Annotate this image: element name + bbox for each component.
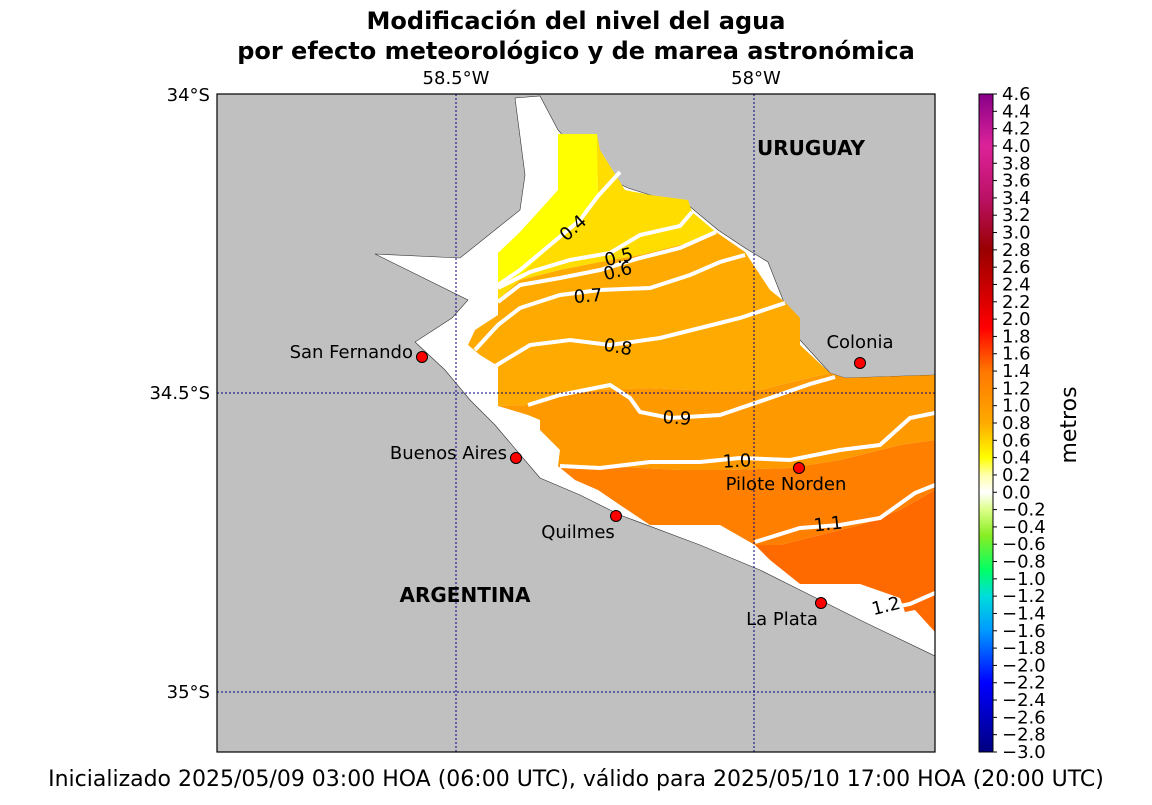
- colorbar-tick-label: 2.8: [1002, 240, 1031, 261]
- colorbar-tick-label: −1.4: [1002, 603, 1046, 624]
- colorbar-tick-label: 3.0: [1002, 223, 1031, 244]
- contour-0.9: [527, 375, 836, 421]
- colorbar-tick-label: 0.6: [1002, 430, 1031, 451]
- colorbar-label: metros: [1057, 386, 1082, 463]
- contour-0.5: [497, 210, 694, 290]
- colorbar-tick-label: 1.6: [1002, 344, 1031, 365]
- contour-label-1.0: 1.0: [722, 450, 752, 472]
- colorbar-tick-label: 3.2: [1002, 205, 1031, 226]
- graticule: [217, 94, 935, 752]
- colorbar-tick-label: −1.6: [1002, 621, 1046, 642]
- footer-validity: Inicializado 2025/05/09 03:00 HOA (06:00…: [48, 767, 1104, 792]
- band-orange-light: [468, 232, 830, 406]
- colorbar-tick-label: 0.2: [1002, 465, 1031, 486]
- colorbar-tick-label: 2.6: [1002, 257, 1031, 278]
- colorbar-tick-label: 3.8: [1002, 153, 1031, 174]
- colorbar: 4.64.44.24.03.83.63.43.23.02.82.62.42.22…: [978, 84, 1082, 763]
- band-dark-orange: [558, 440, 935, 545]
- band-orange: [498, 373, 935, 470]
- map-frame: [216, 93, 936, 753]
- station-label-colonia: Colonia: [826, 332, 893, 353]
- station-marker-san-fernando: [416, 351, 428, 363]
- station-marker-buenos-aires: [510, 452, 522, 464]
- colorbar-tick-label: −2.2: [1002, 673, 1046, 694]
- station-marker-quilmes: [610, 510, 622, 522]
- contour-label-0.7: 0.7: [573, 285, 603, 308]
- country-label-argentina: ARGENTINA: [400, 583, 532, 607]
- country-label-uruguay: URUGUAY: [757, 136, 865, 160]
- lon-tick-58W: 58°W: [731, 68, 781, 89]
- station-marker-la-plata: [815, 597, 827, 609]
- colorbar-tick-label: −2.0: [1002, 655, 1046, 676]
- colorbar-tick-label: −0.6: [1002, 534, 1046, 555]
- contour-0.8: [490, 301, 786, 370]
- colorbar-tick-label: −0.4: [1002, 517, 1046, 538]
- colorbar-tick-label: 4.6: [1002, 84, 1031, 105]
- title-line-2: por efecto meteorológico y de marea astr…: [237, 37, 915, 65]
- colorbar-tick-label: 2.0: [1002, 309, 1031, 330]
- colorbar-tick-label: 1.2: [1002, 378, 1031, 399]
- station-label-la-plata: La Plata: [746, 609, 818, 630]
- colorbar-tick-label: −1.8: [1002, 638, 1046, 659]
- colorbar-tick-label: −2.8: [1002, 725, 1046, 746]
- contour-1.0: [559, 411, 935, 471]
- title-line-1: Modificación del nivel del agua: [366, 7, 786, 35]
- colorbar-tick-label: −1.0: [1002, 569, 1046, 590]
- colorbar-tick-label: −3.0: [1002, 742, 1046, 763]
- colorbar-tick-label: 3.6: [1002, 171, 1031, 192]
- colorbar-tick-label: −0.8: [1002, 552, 1046, 573]
- lat-tick-34.5S: 34.5°S: [149, 383, 210, 404]
- contour-label-0.8: 0.8: [602, 335, 634, 361]
- axis-labels: 58.5°W 58°W 34°S 34.5°S 35°S: [149, 68, 781, 703]
- band-gold: [498, 134, 716, 300]
- colorbar-tick-label: 3.4: [1002, 188, 1031, 209]
- contour-lines: [473, 170, 935, 614]
- colorbar-tick-label: 1.0: [1002, 396, 1031, 417]
- colorbar-tick-label: 1.4: [1002, 361, 1031, 382]
- contour-0.6: [496, 230, 717, 304]
- colorbar-tick-label: −2.6: [1002, 707, 1046, 728]
- map-panel: San Fernando Colonia Buenos Aires Pilote…: [217, 94, 935, 752]
- station-label-buenos-aires: Buenos Aires: [390, 443, 507, 464]
- station-marker-colonia: [854, 357, 866, 369]
- colorbar-tick-label: 1.8: [1002, 326, 1031, 347]
- colorbar-gradient: [978, 93, 994, 753]
- colorbar-tick-label: 2.4: [1002, 274, 1031, 295]
- colorbar-tick-label: −1.2: [1002, 586, 1046, 607]
- lat-tick-34S: 34°S: [167, 85, 210, 106]
- contour-1.2: [869, 591, 935, 614]
- contour-label-1.1: 1.1: [813, 513, 844, 537]
- contour-0.4: [496, 170, 622, 287]
- colorbar-tick-label: −0.2: [1002, 500, 1046, 521]
- colorbar-tick-label: 4.2: [1002, 119, 1031, 140]
- colorbar-tick-label: 0.0: [1002, 482, 1031, 503]
- station-label-quilmes: Quilmes: [541, 522, 615, 543]
- stations: [416, 351, 866, 609]
- station-labels: San Fernando Colonia Buenos Aires Pilote…: [290, 332, 894, 630]
- colorbar-ticks: 4.64.44.24.03.83.63.43.23.02.82.62.42.22…: [993, 84, 1046, 763]
- colorbar-tick-label: 4.4: [1002, 101, 1031, 122]
- contour-0.7: [473, 253, 746, 352]
- lat-tick-35S: 35°S: [167, 682, 210, 703]
- station-label-pilote-norden: Pilote Norden: [726, 474, 847, 495]
- station-marker-pilote-norden: [793, 462, 805, 474]
- station-label-san-fernando: San Fernando: [290, 342, 413, 363]
- contour-label-0.9: 0.9: [662, 407, 692, 430]
- lon-tick-58.5W: 58.5°W: [423, 68, 490, 89]
- colorbar-tick-label: 2.2: [1002, 292, 1031, 313]
- band-yellow: [498, 134, 598, 285]
- contour-1.1: [754, 483, 935, 544]
- colorbar-tick-label: 0.4: [1002, 448, 1031, 469]
- band-red-orange: [755, 490, 935, 632]
- colorbar-tick-label: 4.0: [1002, 136, 1031, 157]
- colorbar-tick-label: −2.4: [1002, 690, 1046, 711]
- colorbar-tick-label: 0.8: [1002, 413, 1031, 434]
